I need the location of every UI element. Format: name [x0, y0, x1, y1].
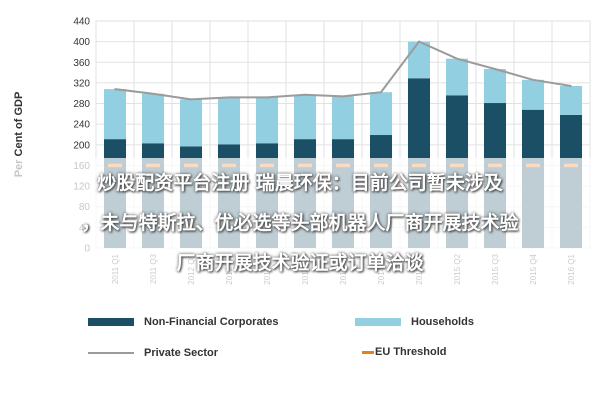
overlay-banner: 炒股配资平台注册 瑞晨环保：目前公司暂未涉及 ，未与特斯拉、优必选等头部机器人厂…	[0, 158, 600, 290]
y-tick-label: 360	[73, 58, 90, 69]
overlay-text-line-3: 厂商开展技术验证或订单洽谈	[176, 252, 424, 274]
legend-swatch-non-financial-corporates	[88, 318, 134, 326]
legend-label-eu-threshold: EU Threshold	[375, 346, 447, 358]
bar-households	[141, 93, 165, 144]
private-sector-point	[380, 91, 382, 93]
bar-households	[445, 58, 469, 96]
private-sector-point	[304, 93, 306, 96]
legend-swatch-eu-threshold	[362, 350, 374, 354]
y-tick-label: 320	[73, 78, 90, 89]
private-sector-point	[342, 95, 344, 98]
bar-households	[255, 97, 279, 144]
private-sector-point	[114, 88, 116, 90]
private-sector-point	[152, 92, 154, 95]
bar-households	[179, 99, 203, 147]
bar-households	[483, 68, 507, 104]
private-sector-point	[456, 57, 458, 60]
legend-item-private-sector: Private Sector	[88, 347, 218, 359]
legend-swatch-private-sector	[88, 352, 134, 354]
bar-households	[521, 79, 545, 110]
legend-item-non-financial-corporates: Non-Financial Corporates	[88, 316, 278, 328]
private-sector-point	[570, 85, 572, 87]
bar-households	[559, 86, 583, 115]
legend-label-households: Households	[411, 316, 474, 328]
private-sector-point	[190, 98, 192, 101]
private-sector-point	[494, 68, 496, 70]
legend-label-non-financial-corporates: Non-Financial Corporates	[144, 316, 279, 328]
overlay-text-line-1: 炒股配资平台注册 瑞晨环保：目前公司暂未涉及	[97, 172, 503, 194]
legend-label-private-sector: Private Sector	[144, 347, 218, 359]
overlay-text-line-2: ，未与特斯拉、优必选等头部机器人厂商开展技术验	[81, 212, 519, 234]
legend-item-households: Households	[355, 316, 474, 328]
bar-households	[369, 92, 393, 136]
y-tick-label: 440	[73, 17, 90, 28]
legend-swatch-households	[355, 318, 401, 326]
bar-households	[103, 89, 127, 140]
y-tick-label: 240	[73, 120, 90, 131]
chart-legend: Non-Financial Corporates Households Priv…	[0, 300, 600, 400]
bar-households	[217, 97, 241, 145]
bar-households	[293, 94, 317, 140]
y-tick-label: 200	[73, 140, 90, 151]
bar-households	[407, 41, 431, 79]
private-sector-point	[228, 96, 230, 99]
bar-households	[331, 96, 355, 140]
y-axis-title: Per Cent of GDP	[13, 92, 25, 178]
y-tick-label: 400	[73, 37, 90, 48]
private-sector-point	[266, 96, 268, 99]
y-tick-label: 280	[73, 99, 90, 110]
private-sector-point	[418, 40, 420, 43]
private-sector-point	[532, 79, 534, 81]
legend-item-eu-threshold: EU Threshold	[355, 346, 447, 358]
